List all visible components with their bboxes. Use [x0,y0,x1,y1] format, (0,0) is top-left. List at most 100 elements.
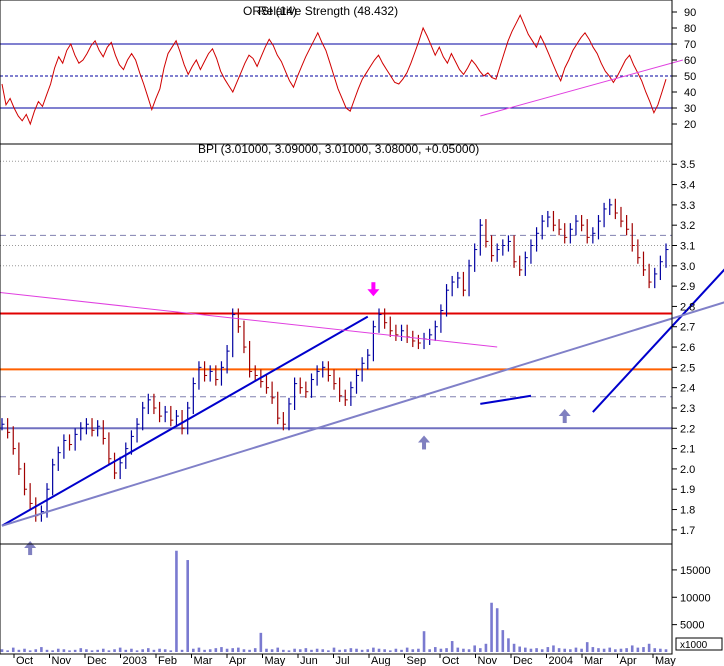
price-bar [355,369,360,394]
price-bar [57,446,61,471]
volume-bar [248,649,251,652]
volume-bar [220,647,223,652]
price-bar [580,215,585,232]
x-tick-label: Oct [442,655,459,666]
volume-bar [169,650,173,652]
price-tick-label: 2.2 [680,423,695,435]
price-bar [654,267,658,289]
price-bar [344,389,348,406]
price-bar [63,434,67,459]
volume-bar [394,648,398,652]
price-bar [575,215,579,236]
x-tick-label: Nov [52,655,72,666]
price-bar [164,405,168,423]
volume-bar [163,649,167,652]
price-bar [395,324,399,341]
price-bar [665,243,669,268]
volume-bar [90,650,94,652]
volume-bar [135,650,139,652]
x-tick-label: Jul [336,655,350,666]
volume-bar [377,648,381,652]
volume-bar [124,649,128,652]
volume-bar [608,647,612,652]
volume-bar [400,649,403,652]
rsi-tick-label: 80 [684,23,696,35]
volume-bar [653,648,657,652]
volume-bar [574,647,578,652]
volume-bar [147,648,150,652]
price-bar [642,251,647,276]
price-bar [648,263,652,289]
price-bar [52,458,56,496]
volume-bar [450,641,454,652]
volume-bar [490,602,493,652]
price-tick-label: 3.2 [680,220,695,232]
price-bar [457,271,461,289]
price-arrow [24,541,37,556]
price-bar [243,320,247,354]
volume-bar [642,647,645,652]
price-bar [113,452,118,480]
price-bar [203,361,208,382]
volume-bar [79,648,83,652]
price-bar [119,456,123,480]
volume-bar [192,648,195,652]
price-bar [462,271,466,297]
volume-bar [113,649,116,652]
volume-bar [580,648,583,652]
volume-bar [411,649,415,652]
price-bar [85,418,89,435]
volume-bar [298,649,302,652]
price-bar [305,381,309,398]
rsi-overlay-text: Relative Strength (48.432) [258,4,398,18]
volume-bar [225,648,229,652]
price-tick-label: 2.0 [680,464,695,476]
price-bar [187,401,191,435]
x-tick-label: Jun [300,655,318,666]
volume-bar [630,645,634,652]
volume-bar [585,642,589,652]
volume-bar [518,646,521,652]
price-tick-label: 2.6 [680,342,695,354]
price-tick-label: 2.1 [680,444,695,456]
price-bar [1,418,5,431]
price-bar [614,198,618,220]
volume-bar [535,648,538,652]
price-bar [232,308,236,358]
price-bar [412,330,416,348]
price-bar [271,381,275,404]
volume-tick-label: 5000 [680,620,704,632]
x-tick-label: May [655,655,676,666]
price-bar [547,210,551,228]
volume-bar [552,645,555,652]
volume-bar [422,631,426,652]
rsi-tick-label: 30 [684,103,696,115]
price-bar [170,405,174,427]
price-bar [631,223,635,252]
volume-bar [259,632,263,652]
volume-bar [647,643,651,652]
price-bar [626,215,630,236]
volume-bar [512,643,516,652]
price-bar [468,259,472,297]
volume-bar [6,650,9,652]
volume-bar [495,608,499,652]
volume-bar [546,647,550,652]
price-bar [7,418,11,439]
price-bar [288,397,292,431]
price-bar [389,316,393,337]
price-bar [451,275,455,297]
volume-bar [107,650,111,652]
volume-bar [96,649,99,652]
volume-bar [597,648,600,652]
price-bar [429,328,433,346]
price-bar [220,361,224,386]
price-bar [535,227,540,252]
volume-bar [501,630,505,652]
price-bar [490,235,495,262]
price-trend-line [480,394,532,405]
price-bar [192,377,196,415]
price-bar [440,304,444,333]
volume-bar [180,649,184,652]
